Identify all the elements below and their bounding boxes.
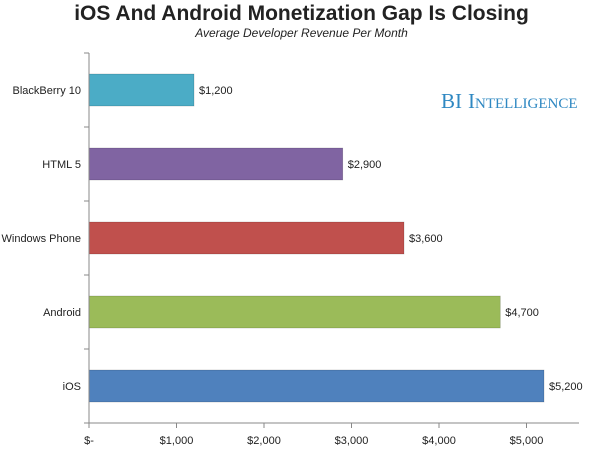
value-label: $4,700 <box>505 307 539 319</box>
x-tick-label: $- <box>84 435 94 447</box>
x-tick-label: $5,000 <box>510 435 544 447</box>
chart-title: iOS And Android Monetization Gap Is Clos… <box>74 2 529 25</box>
x-tick-label: $3,000 <box>335 435 369 447</box>
category-label: Windows Phone <box>2 233 82 245</box>
bar <box>88 221 405 255</box>
x-tick-label: $2,000 <box>247 435 281 447</box>
value-label: $1,200 <box>199 85 233 97</box>
bar <box>88 147 344 181</box>
x-tick-label: $1,000 <box>160 435 194 447</box>
category-label: iOS <box>63 381 81 393</box>
category-labels-group: BlackBerry 10 HTML 5 Windows Phone Android i… <box>2 85 82 393</box>
value-labels-group: $1,200 $2,900 $3,600 $4,700 $5,200 <box>199 85 583 393</box>
y-axis-ticks-group <box>84 52 89 424</box>
value-label: $2,900 <box>348 159 382 171</box>
x-tick-label: $4,000 <box>422 435 456 447</box>
category-label: BlackBerry 10 <box>13 85 81 97</box>
value-label: $5,200 <box>549 381 583 393</box>
category-label: Android <box>43 307 81 319</box>
bar <box>88 295 501 329</box>
x-axis-ticks-group: $- $1,000 $2,000 $3,000 $4,000 $5,000 <box>84 423 543 447</box>
chart-subtitle: Average Developer Revenue Per Month <box>195 26 408 40</box>
category-label: HTML 5 <box>42 159 81 171</box>
bi-intelligence-logo: BI INTELLIGENCE <box>441 89 578 113</box>
bar <box>88 369 545 403</box>
bars-group <box>88 73 545 403</box>
value-label: $3,600 <box>409 233 443 245</box>
bar <box>88 73 195 107</box>
